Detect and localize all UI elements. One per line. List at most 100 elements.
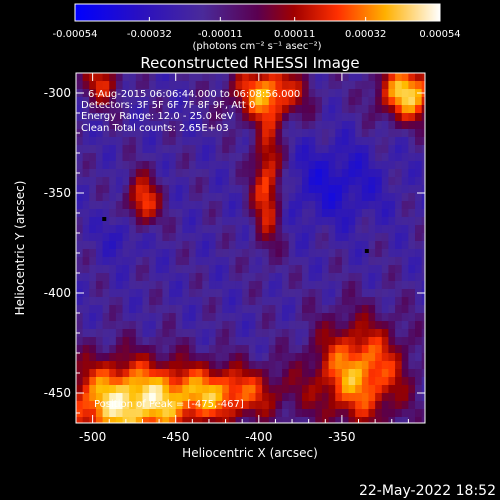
heatmap-cell xyxy=(175,385,183,394)
heatmap-cell xyxy=(195,321,203,330)
heatmap-cell xyxy=(149,97,157,106)
heatmap-cell xyxy=(268,209,276,218)
heatmap-cell xyxy=(215,217,223,226)
heatmap-cell xyxy=(235,377,243,386)
heatmap-cell xyxy=(341,329,349,338)
heatmap-cell xyxy=(149,233,157,242)
heatmap-cell xyxy=(129,305,137,314)
heatmap-cell xyxy=(268,409,276,418)
heatmap-cell xyxy=(195,385,203,394)
heatmap-cell xyxy=(169,153,177,162)
heatmap-cell xyxy=(302,257,310,266)
heatmap-cell xyxy=(375,105,383,114)
heatmap-cell xyxy=(315,177,323,186)
heatmap-cell xyxy=(361,273,369,282)
heatmap-cell xyxy=(421,129,425,138)
heatmap-cell xyxy=(242,353,250,362)
heatmap-cell xyxy=(321,321,330,330)
heatmap-cell xyxy=(262,169,270,178)
heatmap-cell xyxy=(375,369,383,378)
heatmap-cell xyxy=(102,289,110,298)
heatmap-cell xyxy=(208,113,216,122)
heatmap-cell xyxy=(175,113,183,122)
heatmap-cell xyxy=(208,377,216,386)
heatmap-cell xyxy=(315,265,323,274)
heatmap-cell xyxy=(368,329,376,338)
heatmap-cell xyxy=(282,145,290,154)
heatmap-cell xyxy=(408,257,416,266)
heatmap-cell xyxy=(235,97,243,106)
heatmap-cell xyxy=(242,361,250,370)
heatmap-cell xyxy=(288,353,296,362)
heatmap-cell xyxy=(255,409,263,418)
heatmap-cell xyxy=(375,361,383,370)
heatmap-cell xyxy=(268,321,276,330)
heatmap-cell xyxy=(361,417,369,423)
heatmap-cell xyxy=(149,89,157,98)
heatmap-cell xyxy=(408,105,416,114)
heatmap-cell xyxy=(421,361,425,370)
heatmap-cell xyxy=(348,265,356,274)
heatmap-cell xyxy=(95,113,103,122)
heatmap-cell xyxy=(341,105,349,114)
heatmap-cell xyxy=(182,169,190,178)
heatmap-cell xyxy=(242,369,250,378)
heatmap-cell xyxy=(109,345,117,354)
heatmap-cell xyxy=(321,73,330,82)
heatmap-cell xyxy=(162,217,170,226)
heatmap-cell xyxy=(235,281,243,290)
heatmap-cell xyxy=(288,297,296,306)
heatmap-cell xyxy=(295,185,303,194)
heatmap-cell xyxy=(122,289,130,298)
heatmap-cell xyxy=(388,201,396,210)
heatmap-cell xyxy=(135,169,143,178)
heatmap-cell xyxy=(368,97,376,106)
heatmap-cell xyxy=(328,129,336,138)
heatmap-cell xyxy=(288,249,296,258)
heatmap-cell xyxy=(255,209,263,218)
heatmap-cell xyxy=(102,393,110,402)
heatmap-cell xyxy=(182,289,190,298)
heatmap-cell xyxy=(102,73,110,82)
heatmap-cell xyxy=(315,249,323,258)
heatmap-cell xyxy=(202,321,210,330)
heatmap-cell xyxy=(395,105,403,114)
heatmap-cell xyxy=(208,201,216,210)
heatmap-cell xyxy=(102,105,110,114)
heatmap-cell xyxy=(381,81,389,90)
heatmap-cell xyxy=(162,289,170,298)
heatmap-cell xyxy=(95,257,103,266)
heatmap-cell xyxy=(361,281,369,290)
heatmap-cell xyxy=(208,297,216,306)
heatmap-cell xyxy=(295,297,303,306)
heatmap-cell xyxy=(282,345,290,354)
heatmap-cell xyxy=(308,393,316,402)
heatmap-cell xyxy=(155,97,163,106)
heatmap-cell xyxy=(341,385,349,394)
heatmap-cell xyxy=(401,249,409,258)
heatmap-cell xyxy=(255,217,263,226)
heatmap-cell xyxy=(361,145,369,154)
heatmap-cell xyxy=(202,73,210,82)
heatmap-cell xyxy=(109,225,117,234)
heatmap-cell xyxy=(421,97,425,106)
heatmap-cell xyxy=(415,105,423,114)
heatmap-cell xyxy=(275,209,283,218)
heatmap-cell xyxy=(182,377,190,386)
heatmap-cell xyxy=(395,193,403,202)
heatmap-cell xyxy=(361,233,369,242)
heatmap-cell xyxy=(248,321,256,330)
heatmap-cell xyxy=(149,105,157,114)
heatmap-cell xyxy=(215,177,223,186)
heatmap-cell xyxy=(421,377,425,386)
heatmap-cell xyxy=(328,73,336,82)
heatmap-cell xyxy=(82,105,90,114)
heatmap-cell xyxy=(195,297,203,306)
heatmap-cell xyxy=(408,321,416,330)
heatmap-cell xyxy=(421,193,425,202)
heatmap-cell xyxy=(321,361,330,370)
heatmap-cell xyxy=(82,89,90,98)
heatmap-cell xyxy=(102,281,110,290)
heatmap-cell xyxy=(302,113,310,122)
heatmap-cell xyxy=(169,273,177,282)
